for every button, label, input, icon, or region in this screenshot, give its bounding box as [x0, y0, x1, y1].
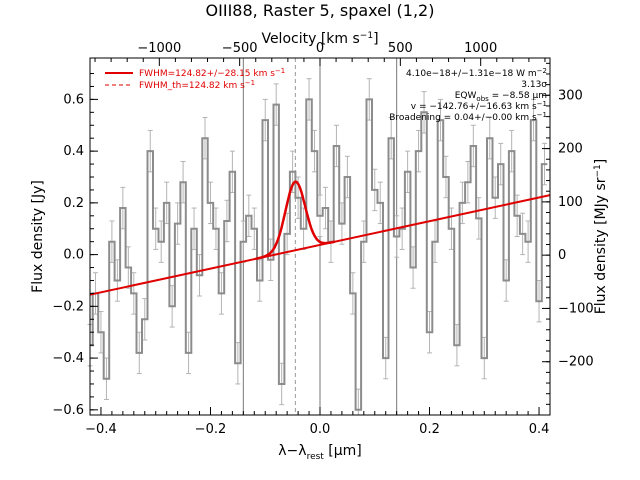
- x-tick-label: −0.4: [85, 422, 117, 437]
- top-tick-label: −1000: [137, 41, 181, 56]
- legend-label-sup: −1: [245, 79, 255, 87]
- x-axis-label: λ−λrest [μm]: [278, 443, 362, 462]
- annotation-text: EQW: [455, 91, 477, 101]
- annotation-text: 3.13σ: [521, 80, 547, 90]
- annotation-line: v = −142.76+/−16.63 km s−1: [411, 100, 547, 112]
- y-tick-label: −0.4: [52, 351, 84, 366]
- legend-label-sup: −1: [275, 67, 285, 75]
- continuum-fit-line: [89, 194, 551, 296]
- y-tick-label: 0.0: [63, 248, 84, 263]
- y-axis-label: Flux density [Jy]: [30, 180, 46, 293]
- annotation-sub: obs: [476, 95, 489, 103]
- x-axis-label-main: λ−λ: [278, 443, 306, 459]
- x-tick-label: −0.2: [195, 422, 227, 437]
- top-tick-label: −500: [222, 41, 258, 56]
- x-tick-label: 0.2: [419, 422, 440, 437]
- right-y-tick-label: 300: [558, 88, 583, 103]
- y-tick-label: −0.6: [52, 403, 84, 418]
- top-axis-label-main: Velocity [km s: [261, 31, 359, 47]
- top-tick-label: 500: [388, 41, 413, 56]
- annotation-line: EQWobs = −8.58 μm: [455, 91, 547, 103]
- annotation-line: 3.13σ: [521, 80, 547, 90]
- right-y-tick-label: −200: [558, 355, 594, 370]
- right-y-tick-label: 100: [558, 195, 583, 210]
- annotation-line: 4.10e−18+/−1.31e−18 W m−2: [406, 67, 547, 79]
- right-y-axis-label: Flux density [MJy sr−1]: [593, 159, 609, 315]
- y-tick-label: 0.6: [63, 92, 84, 107]
- annotation-text: v = −142.76+/−16.63 km s: [411, 102, 537, 112]
- gaussian-fit-line: [255, 180, 336, 260]
- top-axis-label: Velocity [km s−1]: [261, 31, 378, 47]
- annotation-sup: −1: [537, 100, 547, 108]
- annotation-sup: −1: [537, 111, 547, 119]
- spectrum-line: [90, 98, 548, 411]
- legend-label-main: FWHM=124.82+/−28.15 km s: [139, 69, 275, 79]
- right-y-axis-label-sup: −1: [593, 164, 603, 177]
- annotation-sup: −2: [537, 67, 547, 75]
- top-tick-label: 1000: [464, 41, 497, 56]
- legend-label: FWHM_th=124.82 km s−1: [139, 79, 255, 91]
- top-tick-label: 0: [316, 41, 324, 56]
- right-y-axis-label-main: Flux density [MJy sr: [593, 177, 609, 314]
- y-tick-label: 0.4: [63, 144, 84, 159]
- top-axis-label-end: ]: [373, 31, 378, 47]
- y-tick-label: 0.2: [63, 196, 84, 211]
- x-tick-label: 0.4: [529, 422, 550, 437]
- right-y-tick-label: 0: [558, 248, 566, 263]
- x-axis-label-unit: [μm]: [324, 443, 362, 459]
- legend-label: FWHM=124.82+/−28.15 km s−1: [139, 67, 285, 79]
- annotation-line: Broadening = 0.04+/−0.00 km s−1: [389, 111, 547, 123]
- x-tick-label: 0.0: [310, 422, 331, 437]
- annotation-text: = −8.58 μm: [489, 91, 547, 101]
- plot-title: OIII88, Raster 5, spaxel (1,2): [206, 1, 435, 20]
- x-axis-label-sub: rest: [307, 452, 325, 462]
- annotation-text: Broadening = 0.04+/−0.00 km s: [389, 113, 537, 123]
- right-y-tick-label: −100: [558, 301, 594, 316]
- right-y-axis-label-end: ]: [593, 159, 609, 164]
- annotation-text: 4.10e−18+/−1.31e−18 W m: [406, 69, 537, 79]
- right-y-tick-label: 200: [558, 142, 583, 157]
- legend-label-main: FWHM_th=124.82 km s: [139, 81, 245, 91]
- y-tick-label: −0.2: [52, 299, 84, 314]
- top-axis-label-sup: −1: [360, 31, 373, 41]
